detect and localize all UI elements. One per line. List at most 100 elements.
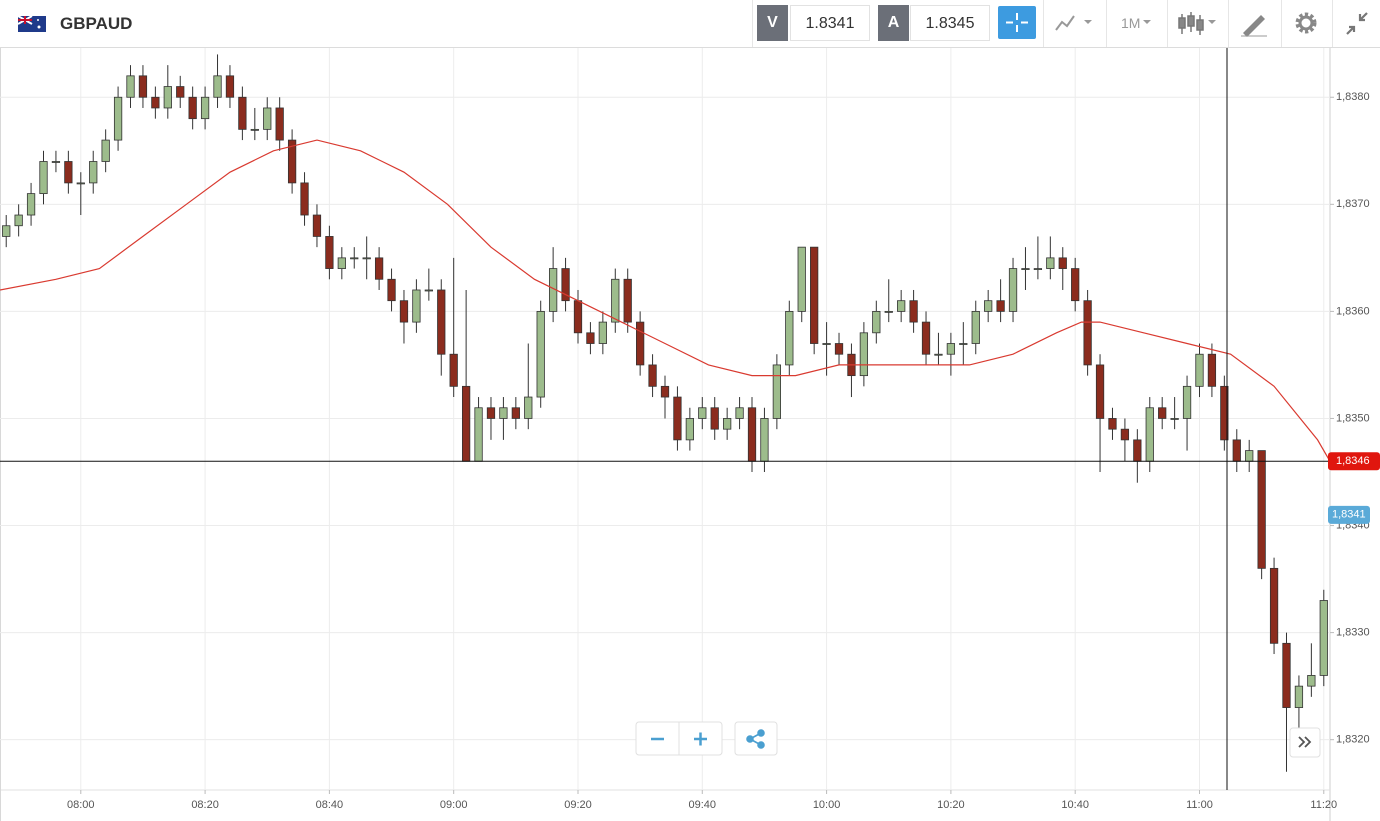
x-tick-label: 08:40: [316, 799, 344, 811]
share-button[interactable]: [734, 721, 778, 756]
candle-body: [350, 257, 359, 260]
candle-body: [1245, 450, 1254, 462]
candle-body: [822, 343, 831, 345]
candle-body: [238, 96, 247, 130]
candle-body: [399, 300, 409, 323]
candle-body: [1158, 407, 1167, 419]
zoom-controls: [635, 721, 1321, 758]
candle-body: [1021, 268, 1030, 270]
candle-body: [710, 407, 719, 430]
price-tags: 1,8346 1,8341: [1328, 452, 1380, 524]
candle-body: [1120, 428, 1130, 441]
x-tick-label: 11:20: [1310, 799, 1337, 811]
candle-body: [51, 161, 61, 163]
candle-body: [1145, 407, 1154, 462]
settings-button[interactable]: [1281, 0, 1332, 47]
candle-type-button[interactable]: [1167, 0, 1228, 47]
candle-body: [1046, 257, 1055, 269]
candle-body: [138, 75, 148, 98]
candle-body: [673, 396, 682, 441]
candle-body: [772, 364, 781, 419]
ask-label[interactable]: A: [878, 5, 909, 41]
candle-body: [486, 407, 496, 419]
y-tick-label: 1,8320: [1336, 734, 1370, 746]
candle-body: [2, 225, 11, 237]
candle-body: [623, 278, 632, 323]
x-tick-label: 10:00: [813, 799, 841, 811]
share-icon: [746, 729, 765, 749]
ask-price[interactable]: 1.8345: [910, 5, 990, 41]
candle-body: [1182, 385, 1192, 419]
y-tick-label: 1,8350: [1336, 412, 1370, 424]
candle-body: [126, 75, 135, 98]
candle-body: [1220, 385, 1229, 441]
symbol[interactable]: GBPAUD: [60, 14, 133, 33]
candle-body: [872, 310, 881, 334]
y-tick-label: 1,8330: [1336, 627, 1370, 639]
candle-body: [275, 107, 284, 141]
candle-body: [437, 289, 446, 355]
candle-body: [921, 321, 931, 355]
candle-body: [810, 246, 819, 344]
candle-body: [337, 257, 346, 269]
candle-body: [561, 268, 570, 302]
candle-body: [287, 139, 297, 184]
candle-body: [1257, 450, 1266, 569]
candle-body: [474, 407, 483, 462]
chart-style-button[interactable]: [1043, 0, 1106, 47]
candle-body: [996, 300, 1005, 312]
candle-body: [1319, 600, 1328, 676]
separator: [752, 0, 753, 47]
candle-body: [511, 407, 520, 419]
x-tick-label: 08:20: [191, 799, 219, 811]
candle-body: [636, 321, 645, 366]
y-tick-label: 1,8360: [1336, 305, 1370, 317]
candle-body: [213, 75, 222, 98]
bid-label[interactable]: V: [757, 5, 788, 41]
x-tick-label: 08:00: [67, 799, 95, 811]
candle-body: [14, 214, 23, 227]
candle-body: [1083, 300, 1092, 366]
candle-body: [89, 161, 98, 184]
candles: [2, 54, 1328, 772]
candle-body: [225, 75, 235, 98]
candle-body: [1008, 268, 1018, 312]
candle-body: [312, 214, 322, 237]
candle-body: [660, 385, 670, 398]
candle-body: [1282, 642, 1291, 708]
candle-body: [859, 332, 869, 377]
collapse-button[interactable]: [1332, 0, 1380, 47]
candle-body: [250, 128, 259, 131]
crosshair-button[interactable]: [998, 6, 1036, 39]
candle-body: [648, 364, 657, 387]
candle-body: [499, 407, 508, 419]
candle-body: [461, 385, 471, 462]
candle-body: [39, 161, 48, 195]
candle-body: [188, 96, 197, 120]
candle-body: [300, 182, 309, 216]
candle-body: [685, 418, 694, 441]
timeframe-button[interactable]: 1M: [1106, 0, 1167, 47]
candle-body: [747, 407, 757, 462]
candle-body: [909, 300, 918, 323]
last-price-tag: [1328, 505, 1370, 524]
candle-body: [263, 107, 272, 130]
drawing-tools-button[interactable]: [1228, 0, 1281, 47]
x-tick-label: 11:00: [1186, 799, 1213, 811]
candle-body: [1294, 685, 1304, 708]
last-price-label: 1,8341: [1332, 509, 1366, 521]
crosshair-price-label: 1,8346: [1336, 455, 1370, 467]
candle-body: [412, 289, 421, 323]
bid-price[interactable]: 1.8341: [790, 5, 870, 41]
candle-body: [723, 418, 732, 430]
y-tick-label: 1,8370: [1336, 198, 1370, 210]
candle-body: [1095, 364, 1105, 419]
candle-body: [598, 321, 607, 344]
candle-body: [1307, 675, 1316, 687]
scroll-to-end-button[interactable]: [1289, 727, 1321, 758]
candle-body: [200, 96, 210, 120]
candle-body: [113, 96, 123, 141]
candle-body: [760, 418, 769, 462]
crosshair-price-tag: [1328, 452, 1380, 471]
